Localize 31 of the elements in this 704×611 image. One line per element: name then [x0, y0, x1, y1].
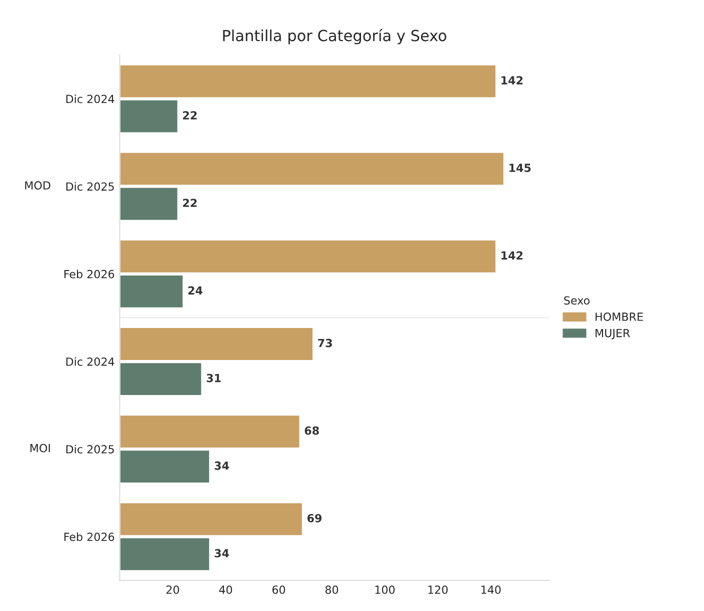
x-tick-label: 140: [481, 586, 501, 594]
legend-label: HOMBRE: [596, 312, 643, 321]
x-tick-label: 60: [272, 586, 286, 594]
data-label: 24: [188, 286, 202, 295]
x-tick-label: 120: [428, 586, 448, 594]
y-tick-label: Dic 2024: [66, 94, 114, 104]
data-label: 31: [206, 374, 221, 382]
legend-title: Sexo: [564, 296, 590, 305]
legend-label: MUJER: [596, 328, 630, 340]
x-tick-label: 100: [375, 586, 395, 594]
data-label: 69: [307, 514, 322, 522]
data-label: 142: [502, 251, 522, 260]
x-tick-label: 40: [219, 586, 232, 594]
data-label: 22: [183, 198, 197, 207]
y-tick-label: Dic 2024: [66, 357, 114, 366]
text: MOI: [30, 444, 50, 452]
data-label: 145: [509, 164, 531, 172]
data-label: 68: [304, 426, 319, 435]
y-tick-label: Feb 2026: [64, 270, 114, 278]
data-label: 73: [318, 338, 332, 348]
y-tick-label: Dic 2025: [66, 182, 114, 191]
y-tick-label: Dic 2025: [66, 444, 114, 454]
x-tick-label: 20: [166, 586, 180, 594]
x-tick-label: 80: [325, 586, 338, 594]
data-label: 22: [183, 111, 197, 120]
text: MOD: [25, 181, 50, 190]
data-label: 34: [214, 548, 229, 558]
y-tick-label: Feb 2026: [64, 532, 114, 542]
chart-title: Plantilla por Categoría y Sexo: [223, 28, 446, 44]
data-label: 142: [502, 76, 522, 84]
data-label: 34: [214, 461, 229, 470]
